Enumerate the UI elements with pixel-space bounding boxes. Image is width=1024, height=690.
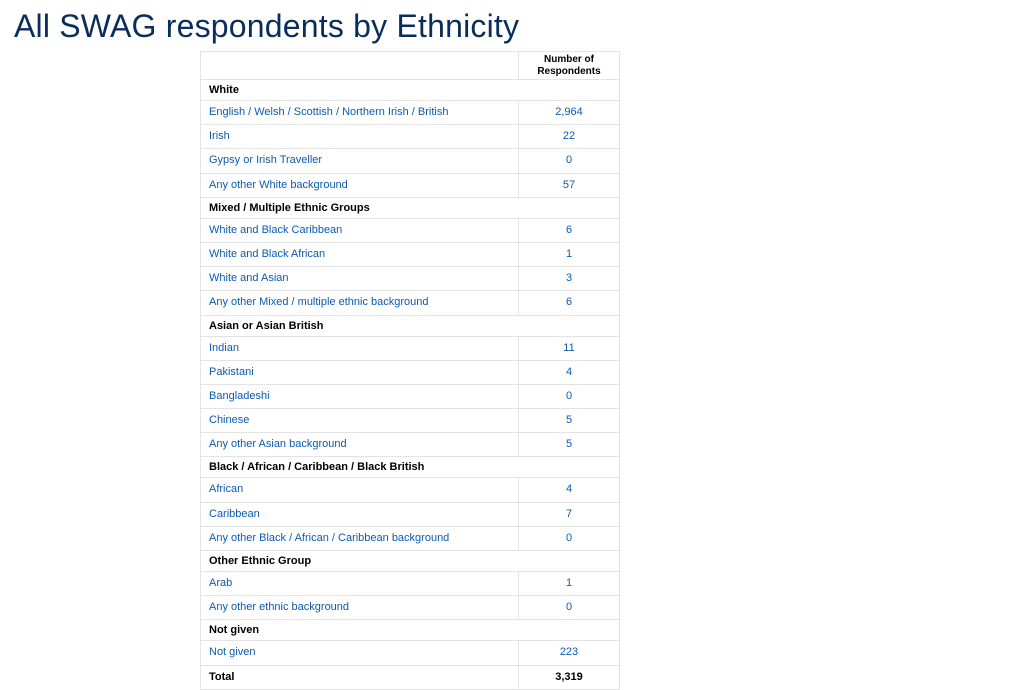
table-row: Any other Asian background5: [201, 433, 619, 457]
row-value: 3: [518, 267, 619, 290]
row-value: 6: [518, 291, 619, 314]
row-value: 0: [518, 385, 619, 408]
table-row: Pakistani4: [201, 361, 619, 385]
section-header: Not given: [201, 620, 619, 641]
column-header-value: Number of Respondents: [518, 52, 619, 79]
row-value: 223: [518, 641, 619, 664]
row-label: Any other ethnic background: [201, 596, 518, 619]
table-row: Not given223: [201, 641, 619, 665]
row-label: Irish: [201, 125, 518, 148]
row-label: Not given: [201, 641, 518, 664]
section-header: Mixed / Multiple Ethnic Groups: [201, 198, 619, 219]
row-label: Caribbean: [201, 503, 518, 526]
table-row: Any other White background57: [201, 174, 619, 198]
row-label: Any other Mixed / multiple ethnic backgr…: [201, 291, 518, 314]
table-row: Bangladeshi0: [201, 385, 619, 409]
row-value: 2,964: [518, 101, 619, 124]
row-label: Any other Black / African / Caribbean ba…: [201, 527, 518, 550]
row-label: White and Asian: [201, 267, 518, 290]
table-row: Any other Black / African / Caribbean ba…: [201, 527, 619, 551]
row-label: Arab: [201, 572, 518, 595]
table-row: Irish22: [201, 125, 619, 149]
table-row: White and Black Caribbean6: [201, 219, 619, 243]
row-value: 22: [518, 125, 619, 148]
row-value: 5: [518, 433, 619, 456]
row-label: White and Black Caribbean: [201, 219, 518, 242]
table-row: White and Asian3: [201, 267, 619, 291]
row-value: 57: [518, 174, 619, 197]
total-row: Total 3,319: [201, 666, 619, 689]
section-header: White: [201, 80, 619, 101]
table-row: Arab1: [201, 572, 619, 596]
row-label: Bangladeshi: [201, 385, 518, 408]
row-value: 7: [518, 503, 619, 526]
row-label: Chinese: [201, 409, 518, 432]
row-value: 4: [518, 361, 619, 384]
row-label: Any other White background: [201, 174, 518, 197]
row-label: White and Black African: [201, 243, 518, 266]
table-row: Chinese5: [201, 409, 619, 433]
table-row: African4: [201, 478, 619, 502]
row-label: African: [201, 478, 518, 501]
total-value: 3,319: [518, 666, 619, 689]
section-header: Black / African / Caribbean / Black Brit…: [201, 457, 619, 478]
section-header: Other Ethnic Group: [201, 551, 619, 572]
row-value: 1: [518, 243, 619, 266]
table-row: Any other ethnic background0: [201, 596, 619, 620]
row-value: 0: [518, 149, 619, 172]
total-label: Total: [201, 666, 518, 689]
row-label: Pakistani: [201, 361, 518, 384]
page-title: All SWAG respondents by Ethnicity: [14, 8, 1024, 45]
ethnicity-table: Number of Respondents WhiteEnglish / Wel…: [200, 51, 620, 690]
table-row: Indian11: [201, 337, 619, 361]
table-row: White and Black African1: [201, 243, 619, 267]
row-value: 0: [518, 527, 619, 550]
row-label: Indian: [201, 337, 518, 360]
table-row: Any other Mixed / multiple ethnic backgr…: [201, 291, 619, 315]
section-header: Asian or Asian British: [201, 316, 619, 337]
column-header-row: Number of Respondents: [201, 52, 619, 80]
row-value: 6: [518, 219, 619, 242]
row-value: 11: [518, 337, 619, 360]
row-label: Any other Asian background: [201, 433, 518, 456]
column-header-spacer: [201, 52, 518, 79]
row-label: English / Welsh / Scottish / Northern Ir…: [201, 101, 518, 124]
table-row: Gypsy or Irish Traveller0: [201, 149, 619, 173]
row-value: 4: [518, 478, 619, 501]
table-row: English / Welsh / Scottish / Northern Ir…: [201, 101, 619, 125]
table-row: Caribbean7: [201, 503, 619, 527]
row-value: 0: [518, 596, 619, 619]
row-value: 1: [518, 572, 619, 595]
row-label: Gypsy or Irish Traveller: [201, 149, 518, 172]
row-value: 5: [518, 409, 619, 432]
